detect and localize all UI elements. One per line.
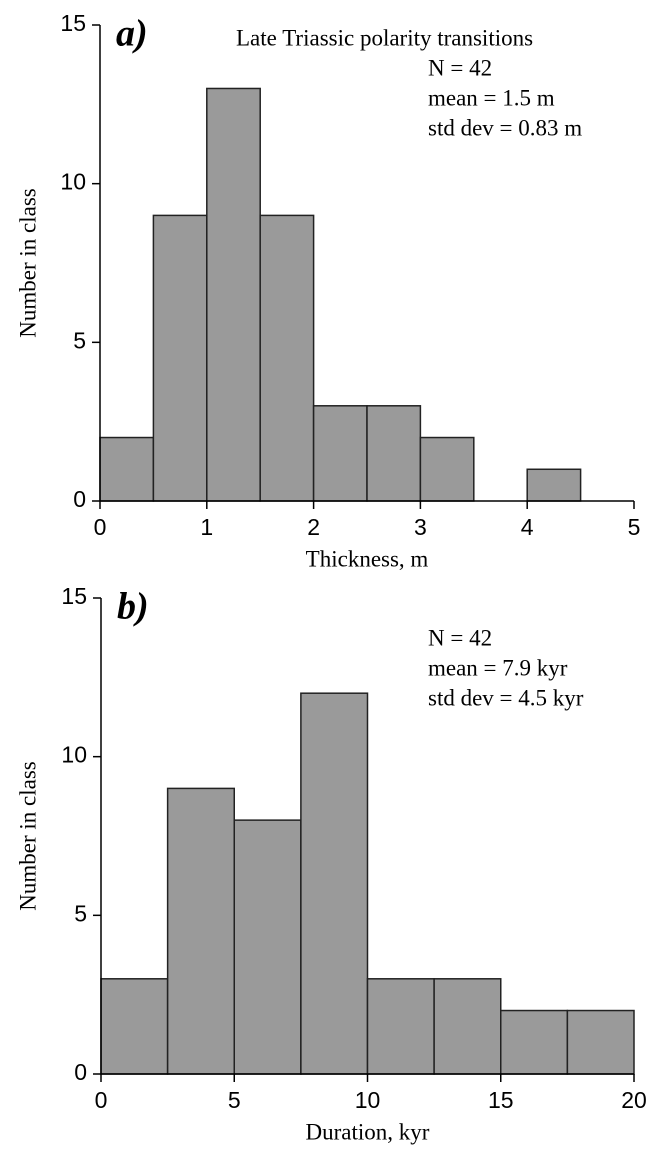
bar [233,819,302,1075]
x-tick-label: 5 [628,514,641,540]
x-tick-label: 20 [621,1087,647,1113]
x-tick-label: 15 [488,1087,514,1113]
y-tick-label: 10 [61,742,87,768]
y-tick-label: 0 [74,1059,87,1085]
y-tick-label: 0 [73,486,86,512]
annotation: mean = 7.9 kyr [428,655,568,680]
y-tick-label: 15 [60,10,86,36]
x-tick-label: 0 [95,1087,108,1113]
panel-label: b) [117,586,149,628]
panel-label: a) [116,13,148,55]
bar [419,436,475,502]
annotation: std dev = 0.83 m [428,115,582,140]
bar [152,214,208,502]
y-tick-label: 5 [74,900,87,926]
x-axis-label: Thickness, m [306,546,429,571]
x-tick-label: 10 [355,1087,381,1113]
bar [300,692,369,1075]
y-axis-label: Number in class [15,188,40,338]
bar [100,978,169,1075]
x-tick-label: 0 [94,514,107,540]
y-tick-label: 10 [60,169,86,195]
bar [433,978,502,1075]
bar [526,468,582,502]
annotation: mean = 1.5 m [428,85,555,110]
bar [366,978,435,1075]
annotation: std dev = 4.5 kyr [428,685,584,710]
bar [312,405,368,502]
annotation: N = 42 [428,625,492,650]
bar [366,405,422,502]
y-axis-label: Number in class [15,761,40,911]
bar [500,1009,569,1075]
chart-title: Late Triassic polarity transitions [236,25,533,50]
x-tick-label: 3 [414,514,427,540]
bar [166,787,235,1075]
annotation: N = 42 [428,55,492,80]
bar [566,1009,635,1075]
x-tick-label: 4 [521,514,534,540]
y-tick-label: 15 [61,583,87,609]
x-axis-label: Duration, kyr [306,1119,430,1144]
x-tick-label: 2 [307,514,320,540]
y-tick-label: 5 [73,327,86,353]
x-tick-label: 1 [200,514,213,540]
bar [259,214,315,502]
bar [99,436,155,502]
bar [206,87,261,502]
x-tick-label: 5 [228,1087,241,1113]
